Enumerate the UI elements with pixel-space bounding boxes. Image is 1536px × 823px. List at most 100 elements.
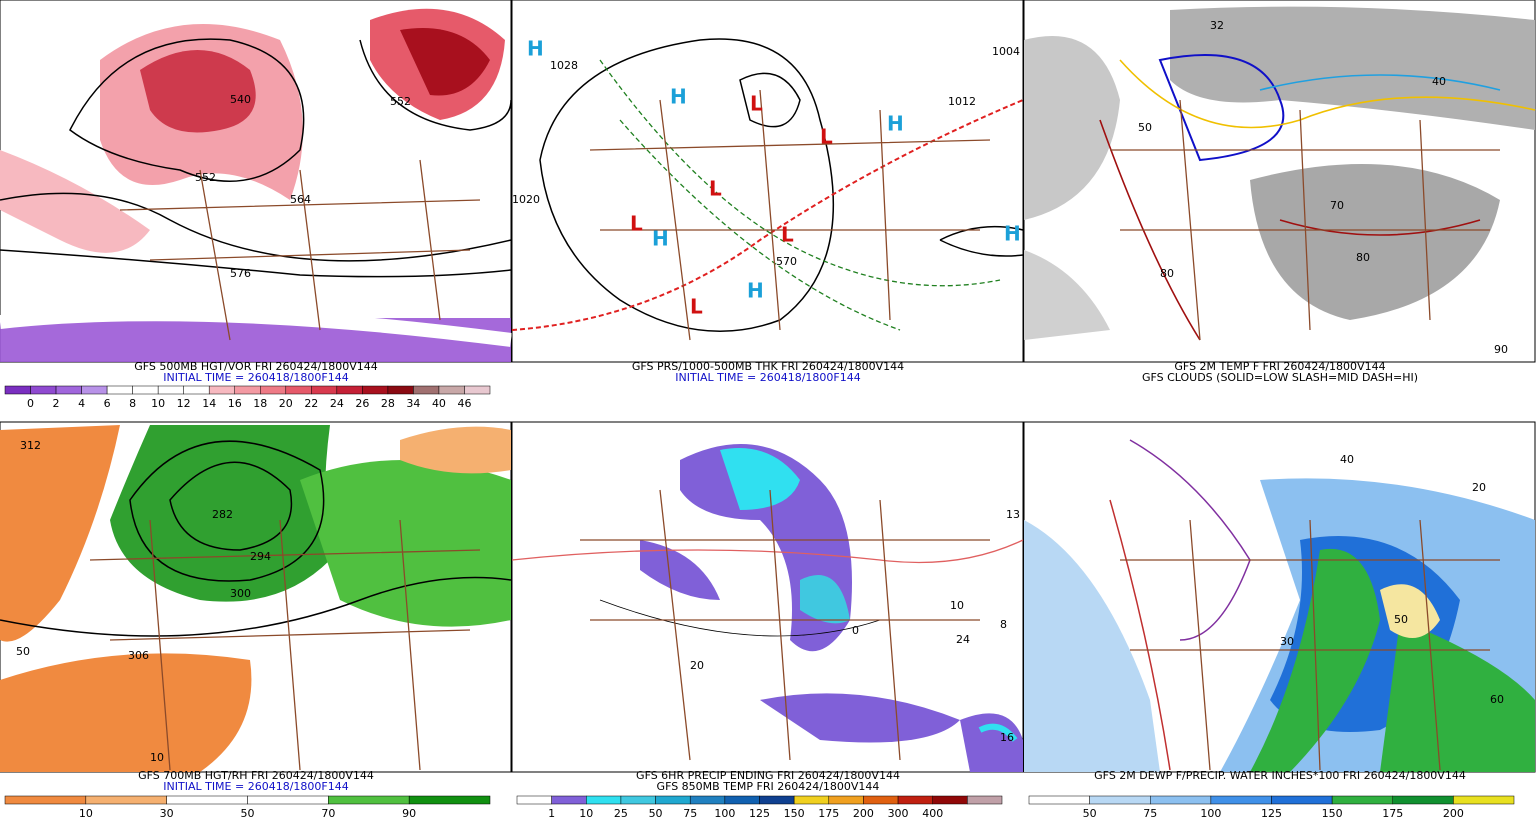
colorbar-swatch [655,795,691,805]
contour-label: 300 [230,587,251,600]
colorbar-swatch [863,795,899,805]
colorbar-label: 125 [749,807,770,819]
panel-caption: GFS PRS/1000-500MB THK FRI 260424/1800V1… [632,360,904,373]
map-temperature [1023,0,1536,363]
colorbar-label: 8 [129,397,136,410]
colorbar-label: 20 [279,397,293,410]
colorbar-label: 200 [1443,807,1464,819]
colorbar-swatch [1210,795,1272,805]
colorbar-label: 2 [53,397,60,410]
low-marker: L [630,212,643,236]
map-pressure [511,0,1024,363]
high-marker: H [652,227,669,251]
colorbar-swatch [438,385,465,395]
colorbar-swatch [55,385,82,395]
precip-label: 24 [956,633,970,646]
contour-label: 576 [230,267,251,280]
colorbar-label: 75 [683,807,697,819]
colorbar-swatch [4,795,87,805]
colorbar-label: 50 [241,807,255,819]
colorbar-swatch [1392,795,1454,805]
colorbar-swatch [1028,795,1090,805]
contour-label: 564 [290,193,311,206]
contour-label: 570 [776,255,797,268]
colorbar-swatch [551,795,587,805]
colorbar-swatch [208,385,235,395]
colorbar-swatch [516,795,552,805]
contour-label: 294 [250,550,271,563]
colorbar-label: 34 [406,397,420,410]
colorbar-swatch [387,385,414,395]
contour-label: 312 [20,439,41,452]
contour-label: 50 [1138,121,1152,134]
colorbar-swatch [234,385,261,395]
colorbar-swatch [1271,795,1333,805]
colorbar-swatch [311,385,338,395]
map-700mb [0,421,512,773]
colorbar-label: 75 [1143,807,1157,819]
dewpoint-label: 30 [1280,635,1294,648]
temp-label: 20 [690,659,704,672]
contour-label: 40 [1432,75,1446,88]
colorbar-label: 22 [304,397,318,410]
colorbar-swatch [336,385,363,395]
panel-caption: INITIAL TIME = 260418/1800F144 [163,371,348,384]
colorbar-swatch [157,385,184,395]
colorbar-swatch [967,795,1003,805]
contour-label: 90 [1494,343,1508,356]
contour-label: 1012 [948,95,976,108]
contour-label: 80 [1160,267,1174,280]
high-marker: H [747,279,764,303]
panel-caption: GFS 2M DEWP F/PRECIP. WATER INCHES*100 F… [1094,769,1466,782]
colorbar-swatch [1453,795,1515,805]
map-precip [511,421,1024,773]
colorbar-label: 300 [888,807,909,819]
contour-label: 70 [1330,199,1344,212]
colorbar-label: 175 [818,807,839,819]
dewpoint-label: 20 [1472,481,1486,494]
map-500mb [0,0,512,363]
low-marker: L [820,125,833,149]
colorbar-swatch [81,385,108,395]
precip-label: 13 [1006,508,1020,521]
colorbar-label: 50 [649,807,663,819]
panel-caption: GFS 2M TEMP F FRI 260424/1800V144 [1174,360,1385,373]
contour-label: 10 [150,751,164,764]
panel-caption: INITIAL TIME = 260418/1800F144 [163,780,348,793]
colorbar-swatch [260,385,287,395]
colorbar-swatch [759,795,795,805]
temp-label: 0 [852,624,859,637]
colorbar-swatch [620,795,656,805]
precip-label: 10 [950,599,964,612]
contour-label: 1028 [550,59,578,72]
dewpoint-label: 50 [1394,613,1408,626]
colorbar-swatch [586,795,622,805]
colorbar-swatch [689,795,726,805]
colorbar-swatch [408,795,491,805]
contour-label: 552 [390,95,411,108]
low-marker: L [690,295,703,319]
colorbar-swatch [132,385,159,395]
colorbar-label: 70 [321,807,335,819]
panel-caption: INITIAL TIME = 260418/1800F144 [675,371,860,384]
colorbar-label: 175 [1382,807,1403,819]
colorbar-swatch [183,385,210,395]
colorbar-label: 24 [330,397,344,410]
colorbar-swatch [1331,795,1393,805]
colorbar-label: 10 [151,397,165,410]
colorbar-label: 150 [784,807,805,819]
colorbar-swatch [328,795,410,805]
colorbar-swatch [1089,795,1151,805]
contour-label: 306 [128,649,149,662]
colorbar-label: 125 [1261,807,1282,819]
colorbar-label: 25 [614,807,628,819]
panel-caption: GFS 700MB HGT/RH FRI 260424/1800V144 [138,769,374,782]
colorbar-swatch [413,385,440,395]
colorbar-label: 50 [1083,807,1097,819]
colorbar-swatch [828,795,864,805]
panel-caption: GFS 6HR PRECIP ENDING FRI 260424/1800V14… [636,769,900,782]
panel-caption: GFS CLOUDS (SOLID=LOW SLASH=MID DASH=HI) [1142,371,1418,384]
low-marker: L [709,177,722,201]
colorbar-label: 4 [78,397,85,410]
